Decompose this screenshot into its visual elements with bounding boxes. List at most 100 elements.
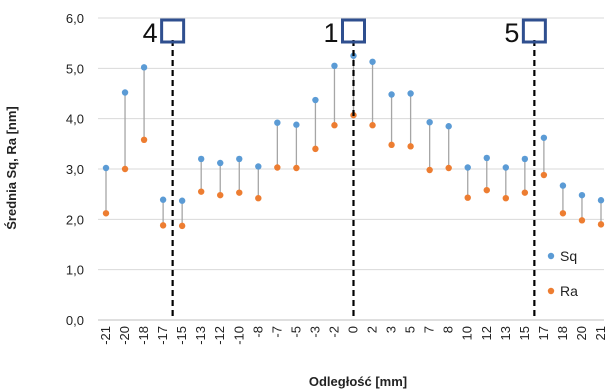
x-tick-label: -20 <box>117 326 132 345</box>
y-tick-labels: 0,0 1,0 2,0 3,0 4,0 5,0 6,0 <box>66 11 84 328</box>
x-tick-label: -21 <box>98 326 113 345</box>
legend: Sq Ra <box>547 248 578 299</box>
x-tick-label: -8 <box>250 326 265 338</box>
point-sq <box>178 197 186 204</box>
marker-box <box>521 18 547 44</box>
point-ra <box>540 171 548 179</box>
x-tick-label: -18 <box>136 326 151 345</box>
x-tick-label: 8 <box>441 326 456 333</box>
point-ra <box>502 194 510 202</box>
point-ra <box>255 194 262 202</box>
point-sq <box>255 163 262 170</box>
point-ra <box>369 122 376 129</box>
y-tick-label: 5,0 <box>66 61 84 76</box>
marker-box <box>341 18 366 44</box>
x-tick-label: 5 <box>403 326 418 333</box>
point-sq <box>426 118 433 126</box>
point-ra <box>578 217 586 224</box>
x-axis-title: Odległość [mm] <box>309 374 407 389</box>
legend-swatch-sq <box>547 252 555 260</box>
x-tick-label: 18 <box>555 326 570 340</box>
point-sq <box>217 159 224 167</box>
x-tick-label: -3 <box>307 326 322 338</box>
point-sq <box>293 121 300 128</box>
x-tick-label: 3 <box>384 326 399 333</box>
marker-label: 5 <box>504 18 519 48</box>
legend-label-sq: Sq <box>560 248 577 264</box>
point-ra <box>140 136 148 144</box>
x-tick-label: -7 <box>269 326 284 338</box>
x-tick-label: 12 <box>479 326 494 340</box>
x-tick-label: -12 <box>212 326 227 345</box>
point-sq <box>559 182 567 189</box>
point-ra <box>197 188 205 195</box>
y-tick-label: 4,0 <box>66 112 84 127</box>
point-ra <box>274 164 281 171</box>
point-sq <box>407 90 414 97</box>
position-markers: 4 1 5 <box>143 18 547 320</box>
point-ra <box>178 222 186 230</box>
y-tick-label: 3,0 <box>66 162 84 177</box>
marker-box <box>160 18 186 44</box>
point-sq <box>483 154 490 162</box>
x-tick-label: -10 <box>231 326 246 345</box>
point-ra <box>121 165 129 173</box>
point-ra <box>464 194 471 201</box>
point-ra <box>388 141 395 149</box>
x-tick-label: 7 <box>422 326 437 333</box>
x-tick-label: 0 <box>346 326 361 333</box>
marker-label: 1 <box>323 18 338 48</box>
point-ra <box>426 166 433 174</box>
y-tick-label: 1,0 <box>66 263 84 278</box>
point-ra <box>293 164 300 172</box>
y-tick-label: 0,0 <box>66 313 84 328</box>
y-axis-title: Średnia Sq, Ra [nm] <box>4 106 19 230</box>
y-tick-label: 6,0 <box>66 11 84 26</box>
point-ra <box>597 221 605 228</box>
point-ra <box>217 191 224 199</box>
point-ra <box>559 210 567 217</box>
point-sq <box>159 196 167 203</box>
stems <box>105 55 602 226</box>
point-sq <box>236 155 243 163</box>
x-tick-label: -13 <box>193 326 208 345</box>
point-ra <box>407 143 414 150</box>
point-sq <box>140 64 148 71</box>
point-ra <box>312 145 319 153</box>
point-ra <box>331 122 338 129</box>
point-ra <box>521 189 529 196</box>
point-ra <box>159 222 167 229</box>
x-tick-label: -17 <box>155 326 170 345</box>
point-sq <box>502 164 510 171</box>
x-tick-label: 21 <box>593 326 608 340</box>
point-ra <box>483 186 490 194</box>
legend-label-ra: Ra <box>560 283 578 299</box>
legend-swatch-ra <box>547 287 555 295</box>
point-sq <box>121 89 129 96</box>
y-tick-label: 2,0 <box>66 212 84 227</box>
x-tick-label: 17 <box>536 326 551 340</box>
point-sq <box>597 197 605 204</box>
point-sq <box>540 134 548 141</box>
point-sq <box>369 58 376 65</box>
data-points <box>102 52 605 230</box>
x-tick-label: 10 <box>460 326 475 340</box>
point-sq <box>197 155 205 163</box>
point-ra <box>236 189 243 196</box>
x-tick-label: 20 <box>574 326 589 340</box>
point-sq <box>464 164 471 171</box>
point-ra <box>445 164 452 172</box>
point-sq <box>331 62 338 70</box>
point-sq <box>521 155 529 163</box>
marker-label: 4 <box>143 18 158 48</box>
point-sq <box>312 96 319 104</box>
x-tick-label: 13 <box>498 326 513 340</box>
point-sq <box>274 119 281 126</box>
x-tick-label: -5 <box>288 326 303 338</box>
x-tick-labels: -21 -20 -18 -17 -15 -13 -12 -10 -8 -7 -5 -3 -2 0 2 3 5 7 8… <box>98 326 608 345</box>
point-ra <box>102 210 110 217</box>
point-sq <box>388 91 395 98</box>
point-sq <box>102 164 110 172</box>
x-tick-label: -2 <box>326 326 341 338</box>
